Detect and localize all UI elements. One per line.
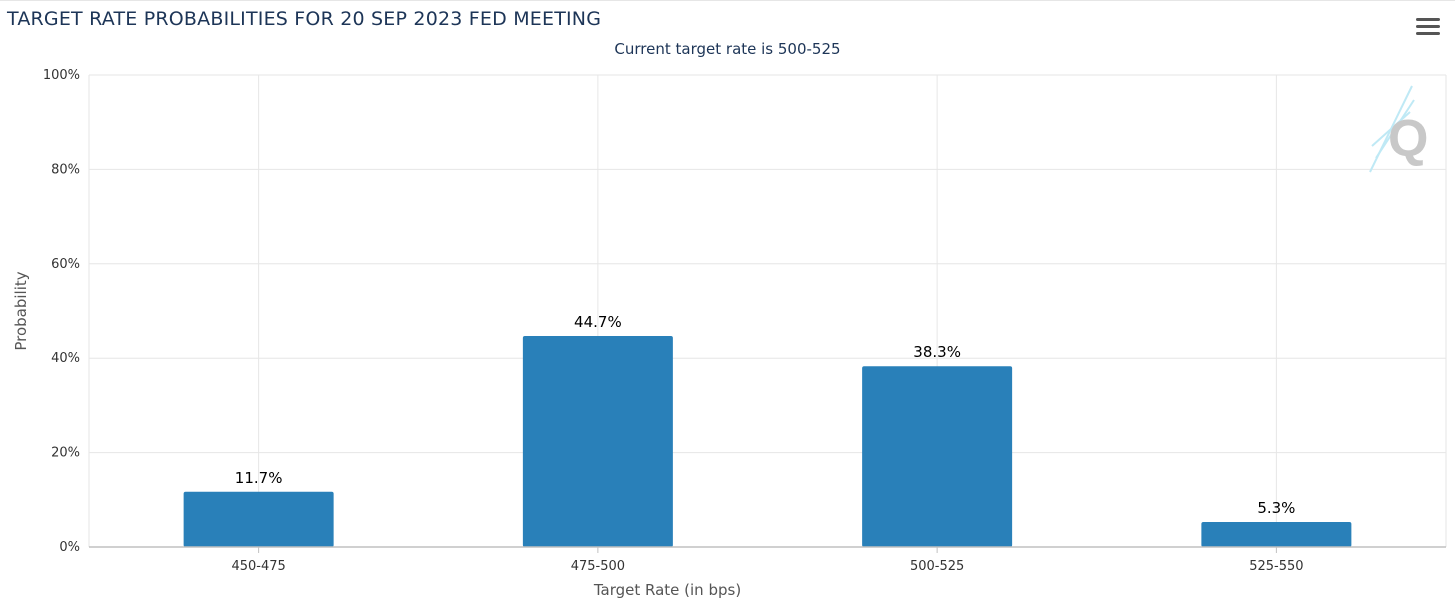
x-tick-label: 475-500 [571,559,625,574]
y-tick-label: 40% [51,351,80,366]
x-tick-label: 525-550 [1249,559,1303,574]
quikstrike-logo-icon: Q [1369,85,1428,173]
y-tick-label: 80% [51,162,80,177]
grid-lines [88,74,1447,548]
bar [183,491,334,547]
x-axis-ticks: 450-475 475-500 500-525 525-550 [231,547,1304,574]
data-label: 44.7% [574,313,622,331]
y-tick-label: 20% [51,446,80,461]
watermark-text: Q [1388,110,1428,168]
bar [522,336,673,547]
top-border [0,0,1455,1]
bars [183,336,1352,547]
data-label: 11.7% [235,469,283,487]
y-tick-label: 0% [59,540,80,555]
y-tick-label: 60% [51,257,80,272]
y-axis-label: Probability [12,271,30,350]
bar [1201,521,1352,547]
chart-title: TARGET RATE PROBABILITIES FOR 20 SEP 202… [7,8,602,30]
data-label: 38.3% [913,343,961,361]
data-labels: 11.7% 44.7% 38.3% 5.3% [235,313,1296,517]
data-label: 5.3% [1257,499,1295,517]
x-tick-label: 500-525 [910,559,964,574]
x-axis-label: Target Rate (in bps) [593,581,741,599]
y-axis-ticks: 0% 20% 40% 60% 80% 100% [43,68,80,555]
hamburger-menu-icon[interactable] [1416,18,1440,40]
chart-subtitle: Current target rate is 500-525 [614,40,841,58]
x-tick-label: 450-475 [231,559,285,574]
y-tick-label: 100% [43,68,80,83]
bar [862,366,1013,547]
